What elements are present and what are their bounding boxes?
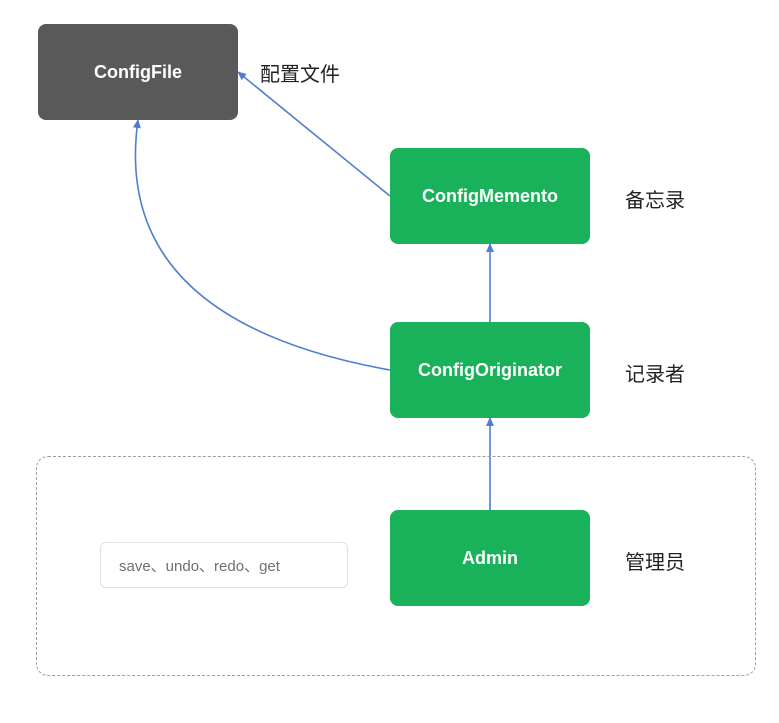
node-admin-label: Admin: [462, 548, 518, 569]
label-admin: 管理员: [625, 546, 685, 575]
admin-methods-note: save、undo、redo、get: [100, 542, 348, 588]
edge-group: [135, 72, 490, 510]
node-config-originator: ConfigOriginator: [390, 322, 590, 418]
node-config-originator-label: ConfigOriginator: [418, 360, 562, 381]
edge-memento_to_file: [238, 72, 390, 196]
node-config-file-label: ConfigFile: [94, 62, 182, 83]
label-config-originator: 记录者: [625, 358, 685, 387]
node-config-memento-label: ConfigMemento: [422, 186, 558, 207]
node-config-memento: ConfigMemento: [390, 148, 590, 244]
diagram-canvas: ConfigFile ConfigMemento ConfigOriginato…: [0, 0, 779, 723]
admin-methods-note-text: save、undo、redo、get: [119, 555, 280, 576]
label-config-file: 配置文件: [260, 58, 340, 87]
label-config-memento: 备忘录: [625, 184, 685, 213]
node-admin: Admin: [390, 510, 590, 606]
node-config-file: ConfigFile: [38, 24, 238, 120]
edge-originator_to_file: [135, 120, 390, 370]
